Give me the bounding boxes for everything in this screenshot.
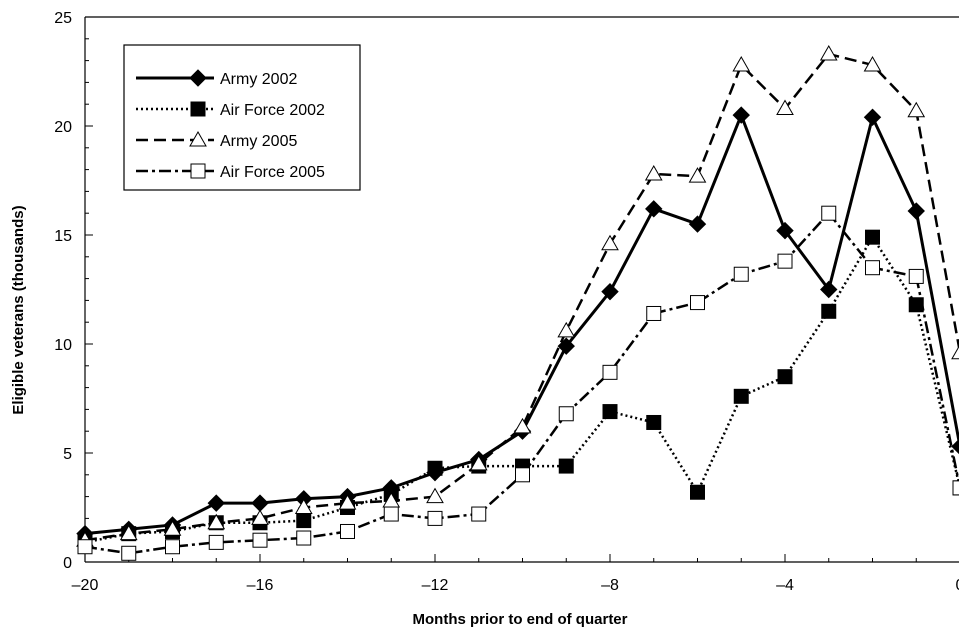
- data-point: [121, 545, 137, 561]
- data-point: [820, 280, 838, 299]
- data-point: [515, 467, 530, 483]
- legend-marker: [190, 101, 206, 117]
- data-point: [207, 513, 226, 530]
- data-point: [252, 532, 268, 548]
- data-point: [558, 406, 574, 422]
- legend-box: [123, 44, 361, 191]
- data-point: [690, 484, 705, 500]
- data-point: [601, 234, 619, 251]
- y-tick-label: 25: [54, 10, 72, 27]
- x-tick-label: –12: [422, 577, 449, 594]
- y-tick-label: 5: [63, 446, 72, 463]
- data-point: [338, 494, 357, 510]
- data-point: [951, 438, 959, 455]
- y-tick-label: 10: [54, 337, 72, 354]
- legend-item: Air Force 2002: [136, 101, 325, 119]
- data-point: [865, 229, 880, 245]
- legend-label: Air Force 2002: [220, 102, 325, 119]
- legend-label: Army 2002: [220, 71, 297, 88]
- data-point: [688, 167, 707, 183]
- data-point: [777, 369, 793, 385]
- data-point: [557, 321, 576, 338]
- legend-label: Air Force 2005: [220, 164, 325, 181]
- data-point: [863, 55, 882, 72]
- y-tick-label: 0: [63, 555, 72, 572]
- data-point: [776, 221, 794, 240]
- data-point: [951, 345, 959, 360]
- legend-marker: [189, 130, 207, 147]
- data-point: [776, 99, 794, 116]
- legend-label: Army 2005: [220, 133, 297, 150]
- data-point: [340, 523, 355, 539]
- data-point: [733, 266, 749, 282]
- legend-marker: [190, 163, 206, 179]
- data-point: [821, 303, 837, 319]
- data-point: [427, 460, 443, 476]
- data-point: [602, 364, 618, 380]
- data-point: [296, 513, 312, 529]
- data-point: [207, 494, 225, 512]
- series-group: [76, 45, 959, 561]
- data-point: [208, 534, 224, 550]
- data-point: [251, 494, 269, 512]
- data-point: [688, 215, 707, 233]
- data-point: [294, 498, 313, 514]
- x-tick-label: –4: [776, 577, 794, 594]
- y-tick-label: 15: [54, 228, 72, 245]
- data-point: [601, 282, 619, 301]
- data-point: [602, 404, 618, 420]
- data-point: [471, 506, 487, 522]
- data-point: [165, 539, 180, 555]
- data-point: [733, 388, 749, 404]
- data-point: [777, 253, 793, 269]
- data-point: [77, 539, 93, 555]
- data-point: [821, 205, 837, 221]
- data-point: [427, 510, 443, 526]
- data-point: [907, 101, 926, 118]
- data-point: [690, 295, 705, 311]
- data-point: [908, 268, 924, 284]
- legend-marker: [189, 69, 207, 87]
- x-tick-label: –8: [601, 577, 619, 594]
- legend-item: Army 2002: [136, 69, 297, 88]
- y-axis-title: Eligible veterans (thousands): [10, 205, 27, 414]
- data-point: [469, 454, 488, 471]
- data-point: [646, 305, 662, 321]
- data-point: [952, 480, 959, 496]
- data-point: [907, 202, 925, 220]
- data-point: [863, 108, 882, 126]
- data-point: [646, 414, 662, 430]
- legend-item: Air Force 2005: [136, 163, 325, 181]
- data-point: [383, 506, 399, 522]
- x-tick-label: –16: [247, 577, 274, 594]
- data-point: [644, 164, 663, 181]
- data-point: [513, 417, 532, 434]
- x-tick-label: 0: [956, 577, 959, 594]
- series-air-force-2005: [77, 205, 959, 561]
- y-tick-label: 20: [54, 119, 72, 136]
- legend-item: Army 2005: [136, 130, 297, 150]
- series-line: [84, 52, 959, 542]
- series-line: [84, 211, 959, 555]
- data-point: [819, 45, 838, 61]
- x-tick-label: –20: [72, 577, 99, 594]
- data-point: [732, 55, 751, 72]
- x-axis-title: Months prior to end of quarter: [413, 611, 628, 628]
- data-point: [645, 200, 663, 218]
- data-point: [732, 106, 750, 124]
- data-point: [558, 458, 574, 474]
- data-point: [251, 509, 269, 525]
- plot-area: –20 –16 –12 –8 –4 0 0 5 10 15 20 25: [54, 10, 959, 594]
- data-point: [296, 530, 312, 546]
- legend: Army 2002 Air Force 2002 Army 2005 Air Forc…: [123, 44, 361, 191]
- data-point: [865, 260, 880, 276]
- data-point: [119, 524, 138, 541]
- data-point: [163, 520, 182, 536]
- data-point: [426, 487, 444, 504]
